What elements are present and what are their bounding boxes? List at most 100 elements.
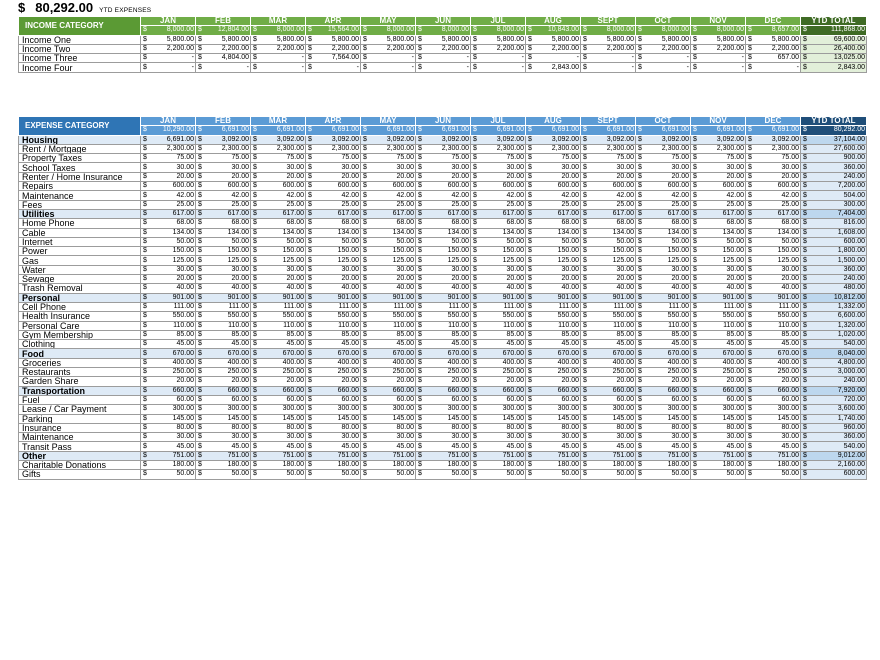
amount-cell[interactable]: $550.00 — [690, 311, 746, 322]
amount-cell[interactable]: $2,200.00 — [195, 43, 251, 55]
amount-cell[interactable]: $30.00 — [470, 264, 526, 276]
amount-cell[interactable]: $37,104.00 — [800, 134, 867, 145]
amount-cell[interactable]: $110.00 — [360, 320, 416, 331]
amount-cell[interactable]: $50.00 — [525, 469, 581, 480]
amount-cell[interactable]: $20.00 — [690, 171, 746, 183]
amount-cell[interactable]: $150.00 — [525, 246, 581, 257]
amount-cell[interactable]: $617.00 — [360, 208, 416, 220]
amount-cell[interactable]: $150.00 — [305, 246, 361, 257]
amount-cell[interactable]: $50.00 — [140, 469, 196, 480]
category-label[interactable]: Insurance — [18, 422, 141, 434]
amount-cell[interactable]: $2,200.00 — [690, 43, 746, 55]
amount-cell[interactable]: $145.00 — [580, 413, 636, 424]
amount-cell[interactable]: $670.00 — [140, 348, 196, 359]
amount-cell[interactable]: $10,812.00 — [800, 292, 867, 303]
amount-cell[interactable]: $250.00 — [360, 366, 416, 378]
amount-cell[interactable]: $250.00 — [635, 366, 691, 378]
amount-cell[interactable]: $68.00 — [690, 218, 746, 229]
amount-cell[interactable]: $45.00 — [140, 339, 196, 350]
amount-cell[interactable]: $145.00 — [690, 413, 746, 424]
amount-cell[interactable]: $110.00 — [525, 320, 581, 331]
amount-cell[interactable]: $30.00 — [140, 264, 196, 276]
amount-cell[interactable]: $134.00 — [690, 227, 746, 238]
amount-cell[interactable]: $20.00 — [690, 274, 746, 285]
amount-cell[interactable]: $600.00 — [250, 181, 306, 192]
amount-cell[interactable]: $40.00 — [470, 283, 526, 294]
category-label[interactable]: School Taxes — [18, 162, 141, 173]
category-label[interactable]: Other — [18, 450, 141, 462]
amount-cell[interactable]: $7,404.00 — [800, 208, 867, 220]
amount-cell[interactable]: $111.00 — [360, 301, 416, 313]
amount-cell[interactable]: $110.00 — [195, 320, 251, 331]
amount-cell[interactable]: $60.00 — [580, 394, 636, 406]
amount-cell[interactable]: $2,300.00 — [195, 143, 251, 155]
amount-cell[interactable]: $670.00 — [525, 348, 581, 359]
amount-cell[interactable]: $660.00 — [470, 385, 526, 396]
amount-cell[interactable]: $8,000.00 — [470, 25, 526, 36]
amount-cell[interactable]: $85.00 — [580, 329, 636, 341]
amount-cell[interactable]: $617.00 — [635, 208, 691, 220]
amount-cell[interactable]: $751.00 — [470, 450, 526, 462]
amount-cell[interactable]: $ - — [250, 53, 306, 64]
amount-cell[interactable]: $180.00 — [635, 459, 691, 471]
amount-cell[interactable]: $5,800.00 — [525, 34, 581, 45]
amount-cell[interactable]: $2,200.00 — [745, 43, 801, 55]
amount-cell[interactable]: $617.00 — [580, 208, 636, 220]
amount-cell[interactable]: $901.00 — [415, 292, 471, 303]
amount-cell[interactable]: $550.00 — [360, 311, 416, 322]
amount-cell[interactable]: $111.00 — [305, 301, 361, 313]
amount-cell[interactable]: $125.00 — [305, 255, 361, 266]
amount-cell[interactable]: $50.00 — [580, 469, 636, 480]
amount-cell[interactable]: $670.00 — [635, 348, 691, 359]
amount-cell[interactable]: $20.00 — [525, 376, 581, 387]
amount-cell[interactable]: $4,800.00 — [800, 357, 867, 369]
amount-cell[interactable]: $111.00 — [635, 301, 691, 313]
amount-cell[interactable]: $1,608.00 — [800, 227, 867, 238]
amount-cell[interactable]: $125.00 — [470, 255, 526, 266]
amount-cell[interactable]: $600.00 — [635, 181, 691, 192]
amount-cell[interactable]: $550.00 — [580, 311, 636, 322]
amount-cell[interactable]: $751.00 — [195, 450, 251, 462]
amount-cell[interactable]: $3,000.00 — [800, 366, 867, 378]
amount-cell[interactable]: $20.00 — [250, 274, 306, 285]
amount-cell[interactable]: $150.00 — [745, 246, 801, 257]
amount-cell[interactable]: $250.00 — [415, 366, 471, 378]
amount-cell[interactable]: $400.00 — [525, 357, 581, 369]
amount-cell[interactable]: $8,000.00 — [360, 25, 416, 36]
amount-cell[interactable]: $85.00 — [305, 329, 361, 341]
category-label[interactable]: Repairs — [18, 181, 141, 192]
amount-cell[interactable]: $25.00 — [525, 199, 581, 210]
amount-cell[interactable]: $50.00 — [305, 469, 361, 480]
amount-cell[interactable]: $45.00 — [360, 441, 416, 452]
amount-cell[interactable]: $134.00 — [360, 227, 416, 238]
amount-cell[interactable]: $20.00 — [525, 274, 581, 285]
amount-cell[interactable]: $5,800.00 — [470, 34, 526, 45]
amount-cell[interactable]: $6,691.00 — [195, 125, 251, 136]
amount-cell[interactable]: $720.00 — [800, 394, 867, 406]
amount-cell[interactable]: $600.00 — [800, 236, 867, 248]
amount-cell[interactable]: $901.00 — [140, 292, 196, 303]
amount-cell[interactable]: $30.00 — [250, 162, 306, 173]
amount-cell[interactable]: $5,800.00 — [745, 34, 801, 45]
amount-cell[interactable]: $751.00 — [360, 450, 416, 462]
category-label[interactable]: Internet — [18, 236, 141, 248]
amount-cell[interactable]: $75.00 — [580, 153, 636, 164]
amount-cell[interactable]: $80.00 — [360, 422, 416, 434]
amount-cell[interactable]: $42.00 — [305, 190, 361, 201]
amount-cell[interactable]: $550.00 — [635, 311, 691, 322]
amount-cell[interactable]: $400.00 — [305, 357, 361, 369]
amount-cell[interactable]: $30.00 — [305, 162, 361, 173]
category-label[interactable]: Personal — [18, 292, 141, 303]
amount-cell[interactable]: $30.00 — [580, 162, 636, 173]
amount-cell[interactable]: $617.00 — [470, 208, 526, 220]
amount-cell[interactable]: $50.00 — [470, 236, 526, 248]
amount-cell[interactable]: $42.00 — [580, 190, 636, 201]
amount-cell[interactable]: $751.00 — [250, 450, 306, 462]
amount-cell[interactable]: $125.00 — [195, 255, 251, 266]
amount-cell[interactable]: $40.00 — [635, 283, 691, 294]
amount-cell[interactable]: $617.00 — [250, 208, 306, 220]
amount-cell[interactable]: $670.00 — [195, 348, 251, 359]
amount-cell[interactable]: $40.00 — [415, 283, 471, 294]
amount-cell[interactable]: $ - — [470, 53, 526, 64]
amount-cell[interactable]: $20.00 — [415, 171, 471, 183]
